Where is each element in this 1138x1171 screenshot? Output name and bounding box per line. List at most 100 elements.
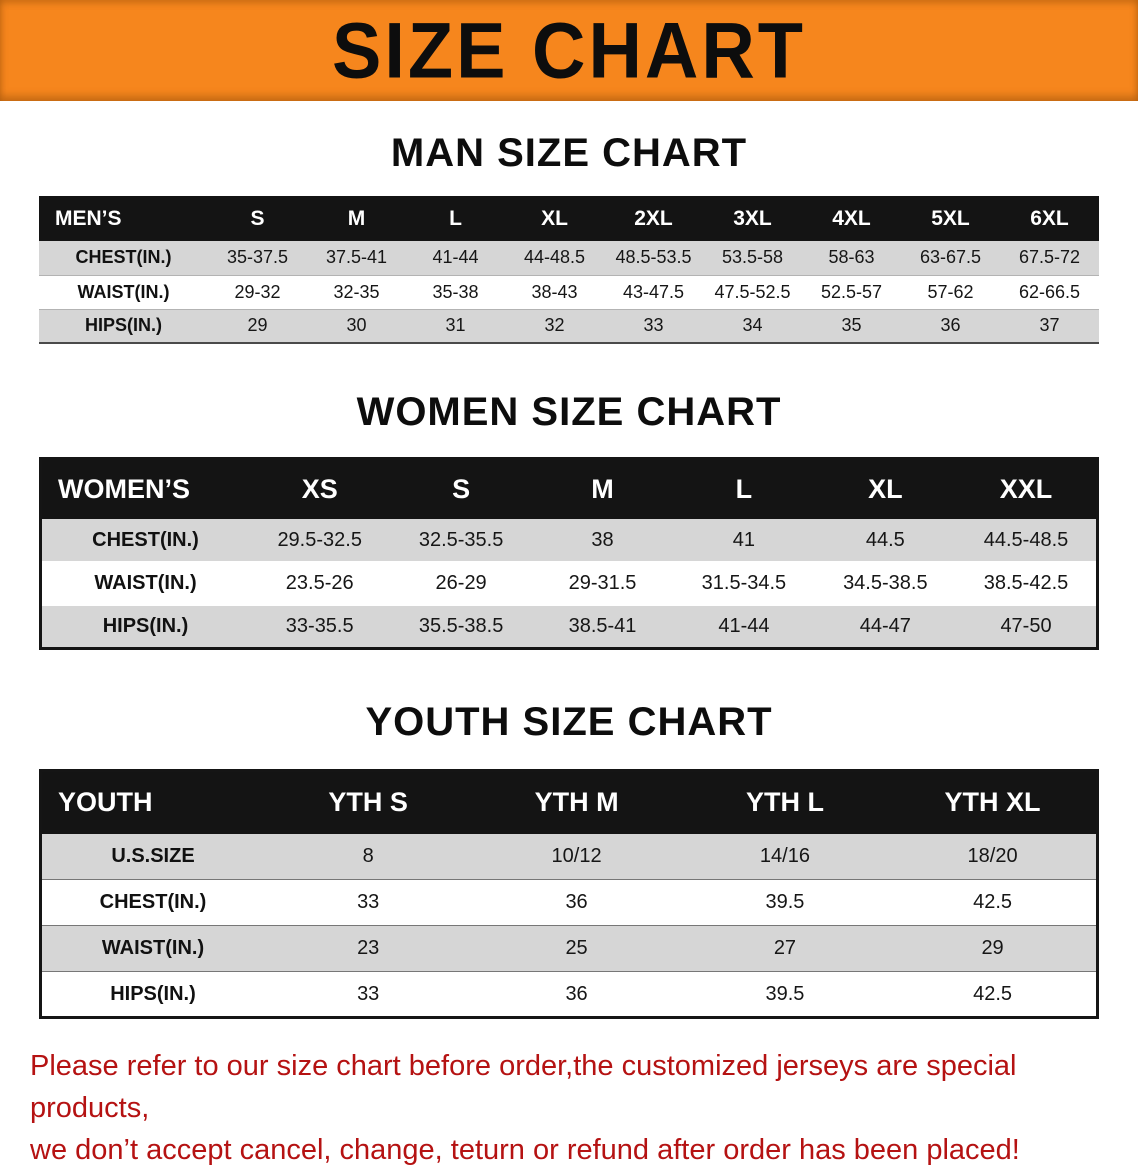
size-value-cell: 37.5-41: [325, 247, 388, 268]
size-value-cell: 44-47: [859, 614, 911, 637]
size-value-cell: 39.5: [765, 982, 805, 1005]
row-label-cell: HIPS(IN.): [102, 614, 189, 637]
women-section-heading: WOMEN SIZE CHART: [356, 390, 782, 434]
table-row: CHEST(IN.) 35-37.5 37.5-41 41-44 44-48.5 48.5…: [39, 241, 1099, 275]
table-header-row: YOUTH YTH S YTH M YTH L YTH XL: [40, 770, 1098, 834]
size-column-header: L: [673, 458, 815, 519]
table-row: CHEST(IN.) 33 36 39.5 42.5: [40, 879, 1098, 926]
table-row: CHEST(IN.) 29.5-32.5 32.5-35.5 38 41 44.5 44.5…: [40, 519, 1098, 562]
size-value-cell: 32-35: [333, 281, 380, 302]
table-row: HIPS(IN.) 29 30 31 32 33 34 35 36 37: [39, 309, 1099, 343]
size-value-cell: 32: [544, 315, 565, 336]
size-value-cell: 29.5-32.5: [277, 528, 362, 551]
size-value-cell: 62-66.5: [1018, 281, 1081, 302]
size-value-cell: 41: [732, 528, 756, 551]
size-value-cell: 14/16: [759, 844, 810, 867]
size-value-cell: 31: [445, 315, 466, 336]
size-value-cell: 34.5-38.5: [843, 572, 928, 594]
size-value-cell: 30: [346, 315, 367, 336]
size-value-cell: 34: [742, 315, 763, 336]
page-title: SIZE CHART: [332, 5, 806, 94]
size-value-cell: 35-37.5: [226, 247, 289, 268]
size-column-header: 4XL: [802, 196, 901, 241]
size-column-header: M: [307, 196, 406, 241]
size-value-cell: 32.5-35.5: [418, 528, 504, 551]
size-value-cell: 36: [940, 315, 961, 336]
size-column-header: S: [208, 196, 307, 241]
size-column-header: M: [531, 458, 674, 519]
size-column-header: YTH S: [264, 770, 473, 834]
size-value-cell: 33: [643, 315, 664, 336]
size-value-cell: 44.5: [865, 528, 905, 551]
size-column-header: XL: [814, 458, 957, 519]
size-column-header: 3XL: [703, 196, 802, 241]
size-value-cell: 8: [362, 844, 374, 867]
row-label-cell: CHEST(IN.): [92, 528, 199, 551]
size-value-cell: 42.5: [973, 982, 1013, 1005]
size-value-cell: 44.5-48.5: [983, 528, 1069, 551]
size-value-cell: 37: [1039, 315, 1060, 336]
size-chart-banner: SIZE CHART: [0, 0, 1138, 101]
row-label-cell: U.S.SIZE: [111, 844, 195, 867]
size-column-header: XXL: [956, 458, 1098, 519]
disclaimer-line: we don’t accept cancel, change, teturn o…: [30, 1134, 1020, 1167]
size-value-cell: 52.5-57: [820, 281, 883, 302]
size-value-cell: 41-44: [718, 614, 770, 637]
youth-size-section: YOUTH SIZE CHART YOUTH YTH S YTH M YTH L YTH…: [0, 700, 1138, 1019]
size-value-cell: 41-44: [432, 247, 479, 268]
youth-size-table: YOUTH YTH S YTH M YTH L YTH XL U.S.SIZE 8 10/12…: [39, 768, 1099, 1019]
table-title-cell: YOUTH: [40, 770, 264, 834]
size-value-cell: 48.5-53.5: [615, 247, 692, 268]
size-value-cell: 67.5-72: [1018, 247, 1081, 268]
row-label-cell: HIPS(IN.): [110, 982, 196, 1005]
size-value-cell: 27: [773, 937, 797, 959]
women-size-table: WOMEN’S XS S M L XL XXL CHEST(IN.) 29.5-32.5 32.5…: [39, 457, 1099, 650]
size-value-cell: 38.5-42.5: [983, 572, 1069, 594]
table-row: WAIST(IN.) 23.5-26 26-29 29-31.5 31.5-34.5 34…: [40, 562, 1098, 605]
size-value-cell: 18/20: [967, 844, 1018, 867]
size-column-header: 5XL: [901, 196, 1000, 241]
disclaimer: Please refer to our size chart before or…: [0, 1045, 1138, 1171]
table-row: U.S.SIZE 8 10/12 14/16 18/20: [40, 833, 1098, 880]
size-value-cell: 35-38: [432, 281, 479, 302]
men-size-table: MEN’S S M L XL 2XL 3XL 4XL 5XL 6XL CHEST(IN.) 35-37…: [39, 196, 1099, 344]
men-size-section: MAN SIZE CHART MEN’S S M L XL 2XL 3XL 4XL 5XL 6XL…: [0, 131, 1138, 344]
size-value-cell: 33-35.5: [285, 614, 354, 637]
table-title-cell: WOMEN’S: [40, 458, 249, 519]
size-value-cell: 42.5: [973, 891, 1013, 913]
row-label-cell: WAIST(IN.): [101, 937, 205, 959]
size-value-cell: 23.5-26: [285, 572, 354, 594]
disclaimer-line: Please refer to our size chart before or…: [30, 1050, 1017, 1125]
size-value-cell: 23: [357, 937, 380, 959]
size-value-cell: 10/12: [551, 844, 602, 867]
row-label-cell: WAIST(IN.): [94, 572, 197, 594]
size-value-cell: 25: [565, 937, 588, 959]
row-label-cell: WAIST(IN.): [77, 281, 170, 302]
size-column-header: YTH M: [472, 770, 681, 834]
size-value-cell: 47.5-52.5: [714, 281, 791, 302]
size-value-cell: 35: [841, 315, 862, 336]
size-value-cell: 53.5-58: [721, 247, 784, 268]
size-value-cell: 29-32: [234, 281, 281, 302]
size-value-cell: 35.5-38.5: [418, 614, 504, 637]
women-size-section: WOMEN SIZE CHART WOMEN’S XS S M L XL XXL CHEST(…: [0, 390, 1138, 650]
size-column-header: S: [390, 458, 532, 519]
table-row: HIPS(IN.) 33-35.5 35.5-38.5 38.5-41 41-44 44-…: [40, 605, 1098, 648]
row-label-cell: CHEST(IN.): [99, 891, 207, 913]
table-title-cell: MEN’S: [39, 196, 208, 241]
size-value-cell: 38.5-41: [568, 614, 637, 637]
size-column-header: YTH XL: [889, 770, 1098, 834]
size-value-cell: 58-63: [828, 247, 875, 268]
table-header-row: WOMEN’S XS S M L XL XXL: [40, 458, 1098, 519]
size-value-cell: 29-31.5: [568, 572, 637, 594]
size-column-header: 2XL: [604, 196, 703, 241]
size-value-cell: 36: [565, 891, 588, 913]
size-value-cell: 26-29: [435, 572, 487, 594]
table-header-row: MEN’S S M L XL 2XL 3XL 4XL 5XL 6XL: [39, 196, 1099, 241]
size-column-header: L: [406, 196, 505, 241]
table-row: HIPS(IN.) 33 36 39.5 42.5: [40, 971, 1098, 1018]
size-column-header: YTH L: [680, 770, 890, 834]
size-value-cell: 31.5-34.5: [701, 572, 787, 594]
size-value-cell: 38-43: [531, 281, 578, 302]
table-row: WAIST(IN.) 23 25 27 29: [40, 925, 1098, 972]
